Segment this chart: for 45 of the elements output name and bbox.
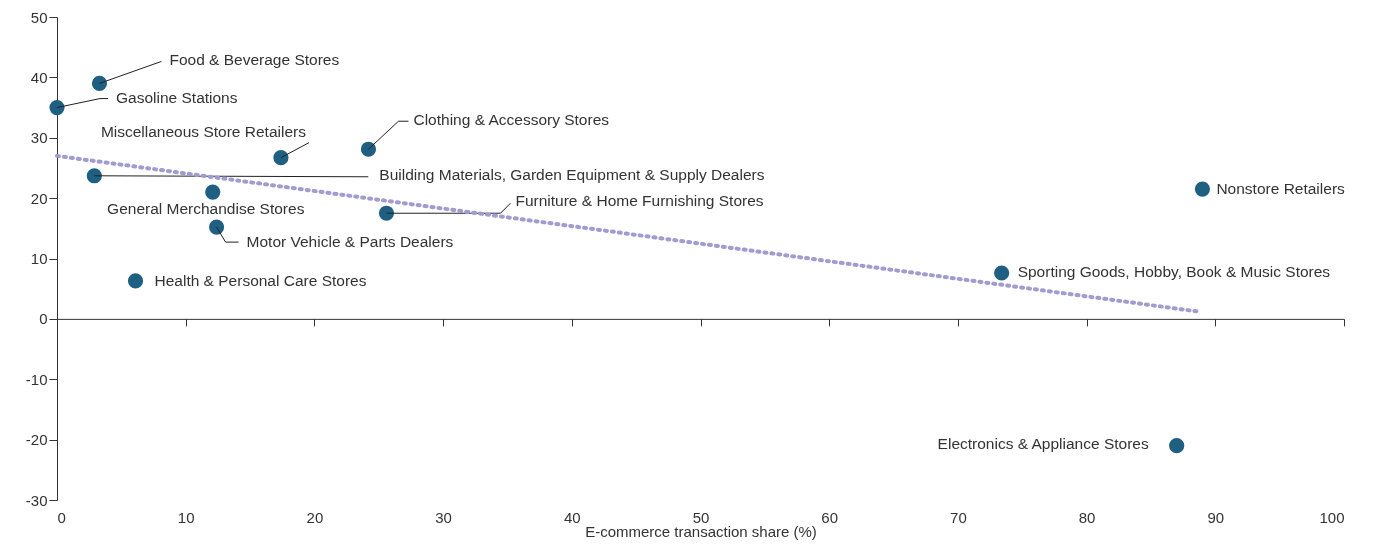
x-tick-label: 0 <box>57 508 66 526</box>
x-tick-label: 40 <box>563 508 581 526</box>
x-tick-label: 50 <box>692 508 710 526</box>
y-tick-label: 40 <box>30 68 48 86</box>
annotation: Health & Personal Care Stores <box>154 271 367 289</box>
y-tick-label: 10 <box>30 250 48 267</box>
x-tick-label: 20 <box>306 508 324 526</box>
annotation: Miscellaneous Store Retailers <box>100 122 307 140</box>
annotation: Sporting Goods, Hobby, Book & Music Stores <box>1017 262 1331 280</box>
point <box>273 150 289 166</box>
x-tick-label: 10 <box>177 508 195 526</box>
point <box>994 265 1010 281</box>
annotation: Furniture & Home Furnishing Stores <box>515 192 764 210</box>
annotation: Motor Vehicle & Parts Dealers <box>246 233 454 251</box>
annotation: Gasoline Stations <box>116 88 238 106</box>
point <box>49 99 65 116</box>
y-tick-label: 50 <box>30 8 48 26</box>
annotation: Electronics & Appliance Stores <box>937 434 1149 452</box>
point <box>378 205 395 221</box>
annotation: Clothing & Accessory Stores <box>413 111 610 129</box>
x-tick-label: 90 <box>1207 508 1225 526</box>
x-tick-label: 70 <box>950 508 967 526</box>
point <box>1169 438 1185 454</box>
y-tick-label: -10 <box>25 370 48 388</box>
annotation: Nonstore Retailers <box>1216 180 1346 198</box>
point <box>127 273 144 289</box>
annotation: General Merchandise Stores <box>107 200 305 218</box>
x-axis-title: E-commerce transaction share (%) <box>585 523 817 541</box>
y-tick-label: 20 <box>30 189 48 207</box>
x-tick-label: 30 <box>435 508 452 526</box>
x-tick-label: 80 <box>1078 508 1096 526</box>
x-tick-label: 100 <box>1319 508 1345 526</box>
point <box>91 75 108 91</box>
y-tick-label: 30 <box>30 129 48 147</box>
annotation: Food & Beverage Stores <box>169 51 340 69</box>
point <box>205 184 221 200</box>
annotation: Building Materials, Garden Equipment & Supply Dealers <box>379 165 765 183</box>
y-tick-label: -20 <box>25 431 48 449</box>
y-tick-label: -30 <box>25 491 48 509</box>
point <box>209 219 225 235</box>
point <box>86 168 102 184</box>
point <box>1194 181 1211 197</box>
y-tick-label: 0 <box>39 310 48 328</box>
x-tick-label: 60 <box>821 508 839 526</box>
point <box>360 141 377 157</box>
